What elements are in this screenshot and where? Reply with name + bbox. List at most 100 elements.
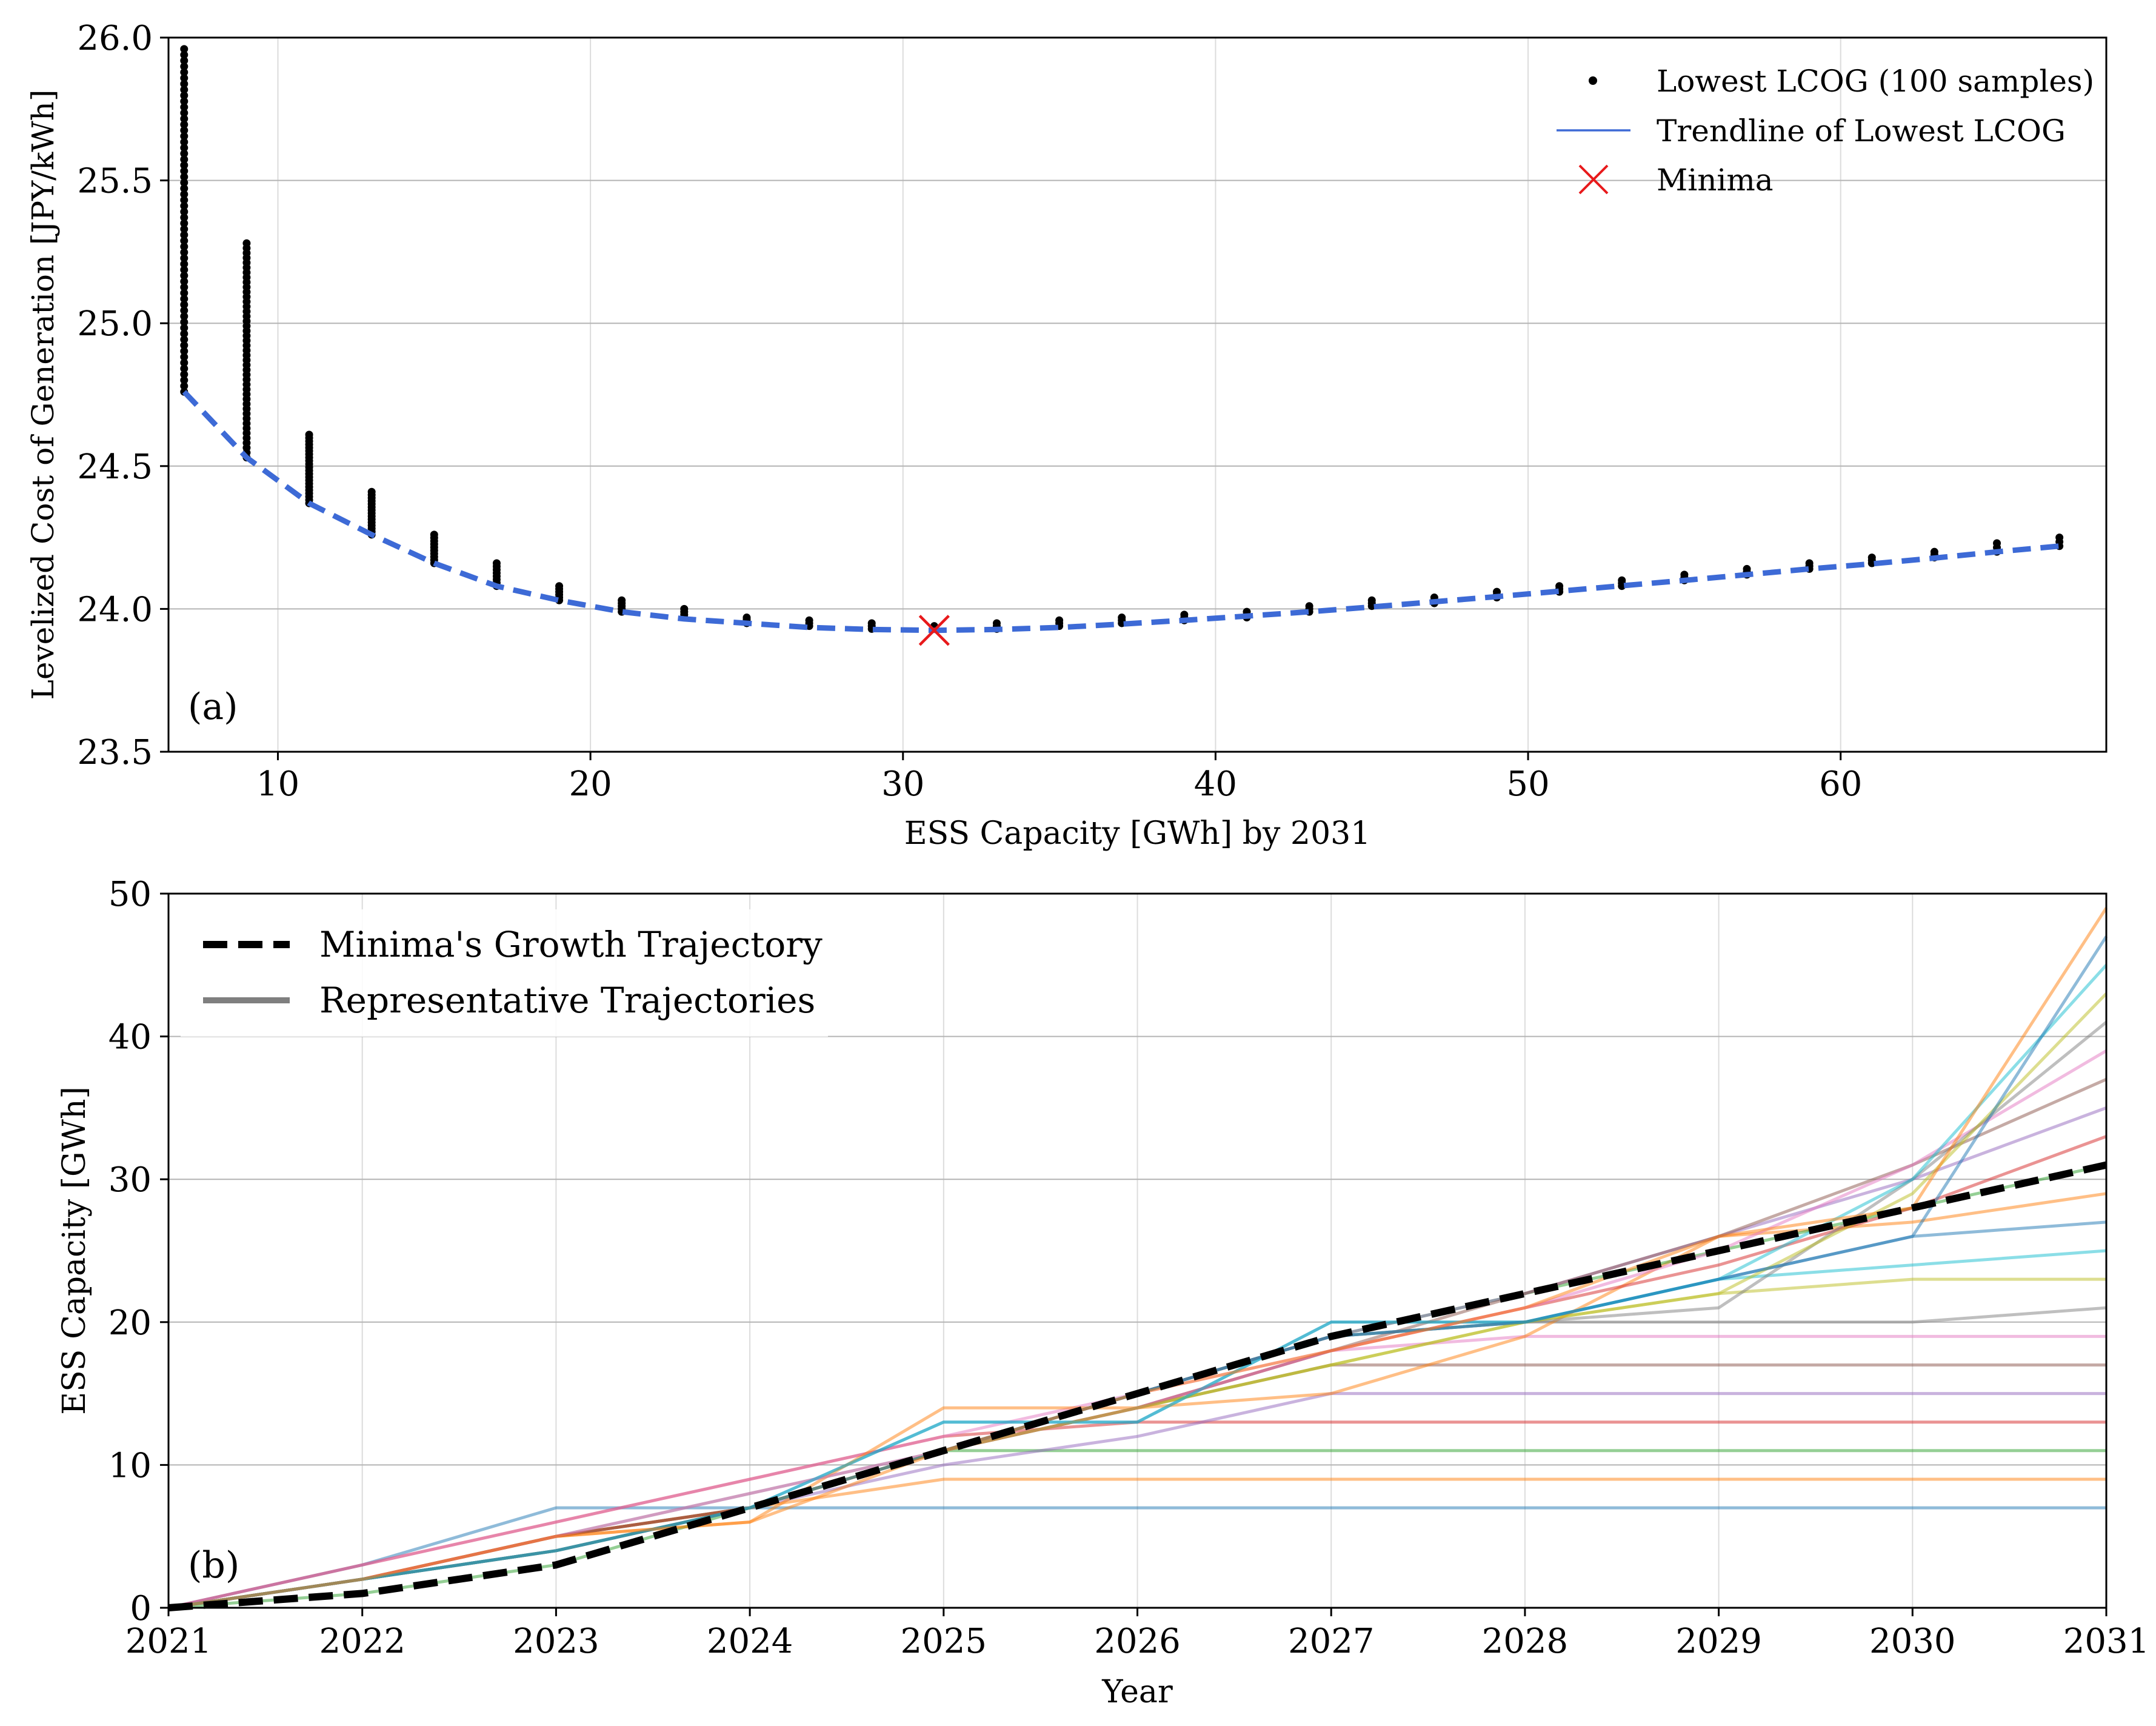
panel-a-x-tick-label: 60: [1819, 764, 1862, 804]
panel-a-y-axis-label: Levelized Cost of Generation [JPY/kWh]: [25, 90, 61, 700]
panel-a-y-tick-label: 25.0: [77, 304, 153, 344]
lcog-sample-point: [1930, 547, 1938, 556]
lcog-sample-point: [180, 272, 189, 280]
lcog-sample-point: [180, 62, 189, 71]
lcog-sample-point: [180, 155, 189, 164]
lcog-sample-point: [180, 68, 189, 76]
lcog-sample-point: [180, 335, 189, 344]
lcog-sample-point: [180, 259, 189, 268]
lcog-sample-point: [492, 559, 501, 567]
panel-a-ticks: 10 20 30 40 50 60 23.5 24.0 24.5 25.0 25.5 26.0: [77, 19, 1862, 804]
lcog-sample-point: [367, 487, 376, 496]
panel-b-x-tick-label: 2025: [901, 1622, 987, 1661]
lcog-sample-point: [618, 596, 626, 604]
lcog-sample-point: [1367, 596, 1376, 604]
lcog-sample-point: [180, 370, 189, 379]
lcog-sample-point: [555, 582, 564, 590]
lcog-sample-point: [180, 79, 189, 88]
legend-x-stroke: [1578, 164, 1609, 195]
lcog-sample-point: [180, 248, 189, 256]
panel-b-x-tick-label: 2028: [1482, 1622, 1569, 1661]
panel-b-x-tick-label: 2027: [1288, 1622, 1375, 1661]
lcog-sample-point: [180, 138, 189, 146]
panel-a-x-tick-label: 10: [256, 764, 299, 804]
lcog-sample-point: [180, 324, 189, 332]
panel-b-y-tick-label: 30: [108, 1160, 152, 1200]
lcog-sample-point: [180, 301, 189, 309]
lcog-sample-point: [180, 277, 189, 286]
lcog-sample-point: [1743, 564, 1751, 573]
minima-x-stroke: [918, 615, 950, 646]
lcog-sample-point: [180, 364, 189, 373]
panel-b-ticks: 2021 2022 2023 2024 2025 2026 2027 2028 2029 2030…: [108, 875, 2150, 1661]
legend-marker-dot: [1589, 76, 1597, 85]
panel-a-y-tick-label: 24.5: [77, 447, 153, 487]
minimas-growth-trajectory: [168, 1161, 2108, 1611]
panel-a-axes-frame: [167, 36, 2108, 753]
lcog-sample-point: [180, 312, 189, 321]
lcog-sample-point: [1618, 576, 1626, 584]
panel-b-label: (b): [188, 1544, 239, 1587]
lcog-sample-point: [180, 196, 189, 204]
lcog-sample-point: [680, 604, 689, 613]
lcog-sample-point: [180, 283, 189, 292]
panel-a-x-tick-label: 20: [569, 764, 612, 804]
panel-a-y-tick-label: 24.0: [77, 590, 153, 629]
lcog-sample-point: [180, 266, 189, 274]
panel-a-x-tick-label: 40: [1194, 764, 1237, 804]
legend-background: [181, 909, 828, 1037]
panel-b-x-tick-label: 2026: [1094, 1622, 1181, 1661]
panel-a-x-axis-label: ESS Capacity [GWh] by 2031: [904, 815, 1371, 852]
lcog-sample-point: [1867, 554, 1876, 562]
lcog-sample-point: [743, 614, 751, 622]
lcog-sample-point: [242, 239, 251, 247]
panel-b-y-tick-label: 40: [108, 1018, 152, 1057]
legend-entry-minima: Minima: [1657, 162, 1774, 198]
lcog-sample-point: [1305, 602, 1313, 610]
lcog-sample-point: [992, 619, 1001, 627]
lcog-sample-point: [180, 289, 189, 297]
panel-b-x-tick-label: 2023: [513, 1622, 599, 1661]
panel-b-y-axis-label: ESS Capacity [GWh]: [56, 1086, 93, 1415]
panel-a-y-tick-label: 26.0: [77, 19, 153, 58]
lcog-sample-point: [180, 109, 189, 117]
legend-entry-minima-trajectory: Minima's Growth Trajectory: [319, 924, 823, 965]
panel-a-label: (a): [188, 686, 238, 728]
panel-b-y-tick-label: 0: [130, 1589, 152, 1628]
legend-entry-representative: Representative Trajectories: [319, 980, 815, 1021]
lcog-sample-point: [180, 173, 189, 181]
lcog-sample-point: [180, 103, 189, 112]
lcog-sample-point: [180, 85, 189, 94]
lcog-sample-point: [180, 341, 189, 350]
lcog-sample-point: [180, 225, 189, 233]
lcog-sample-point: [180, 149, 189, 158]
lcog-sample-point: [180, 126, 189, 135]
lcog-sample-point: [180, 243, 189, 251]
lcog-sample-point: [180, 231, 189, 239]
panel-b-legend: Minima's Growth Trajectory Representativ…: [181, 909, 828, 1037]
trendline-of-lowest-lcog: [182, 390, 2060, 634]
lcog-sample-point: [180, 132, 189, 141]
lcog-sample-point: [1555, 582, 1564, 590]
lcog-sample-point: [180, 376, 189, 384]
lcog-sample-point: [180, 161, 189, 170]
lcog-sample-point: [180, 184, 189, 193]
lcog-sample-point: [1055, 616, 1064, 624]
panel-a-x-tick-label: 30: [881, 764, 924, 804]
lcog-sample-point: [180, 178, 189, 187]
panel-b-x-tick-label: 2030: [1869, 1622, 1956, 1661]
panel-a-lcog-vs-capacity: 10 20 30 40 50 60 23.5 24.0 24.5 25.0 25.5 26.0 ESS…: [25, 19, 2108, 852]
lcog-sample-point: [1180, 610, 1189, 619]
lcog-sample-point: [180, 318, 189, 326]
panel-b-x-tick-label: 2024: [707, 1622, 793, 1661]
lcog-sample-point: [180, 115, 189, 123]
lcog-sample-point: [180, 382, 189, 390]
lcog-sample-point: [180, 207, 189, 216]
lcog-sample-point: [180, 353, 189, 361]
lcog-sample-point: [867, 619, 876, 627]
legend-entry-lowest-lcog: Lowest LCOG (100 samples): [1657, 64, 2094, 99]
panel-a-legend: Lowest LCOG (100 samples) Trendline of L…: [1557, 64, 2094, 198]
panel-a-x-tick-label: 50: [1506, 764, 1549, 804]
panel-b-x-tick-label: 2021: [125, 1622, 212, 1661]
